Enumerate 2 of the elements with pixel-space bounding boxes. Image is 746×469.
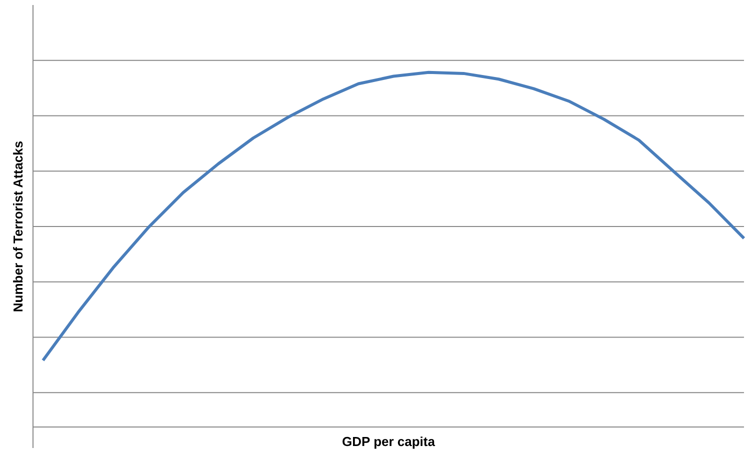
x-axis-title: GDP per capita — [342, 434, 436, 449]
y-axis-title: Number of Terrorist Attacks — [10, 140, 26, 312]
